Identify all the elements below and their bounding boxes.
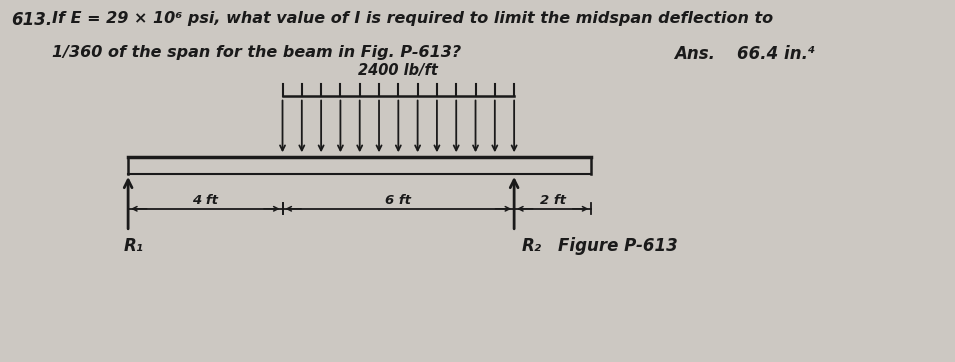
Text: Ans.: Ans. — [674, 45, 715, 63]
Text: Figure P-613: Figure P-613 — [558, 237, 678, 254]
Text: R₂: R₂ — [522, 237, 541, 254]
Text: 613.: 613. — [11, 11, 53, 29]
Text: 4 ft: 4 ft — [192, 194, 219, 207]
Text: 66.4 in.⁴: 66.4 in.⁴ — [737, 45, 816, 63]
Text: If E = 29 × 10⁶ psi, what value of I is required to limit the midspan deflection: If E = 29 × 10⁶ psi, what value of I is … — [53, 11, 774, 26]
Text: 2 ft: 2 ft — [540, 194, 565, 207]
Text: 2400 lb/ft: 2400 lb/ft — [358, 63, 438, 78]
Text: 1/360 of the span for the beam in Fig. P-613?: 1/360 of the span for the beam in Fig. P… — [53, 45, 461, 60]
Text: 6 ft: 6 ft — [385, 194, 412, 207]
Text: R₁: R₁ — [123, 237, 143, 254]
